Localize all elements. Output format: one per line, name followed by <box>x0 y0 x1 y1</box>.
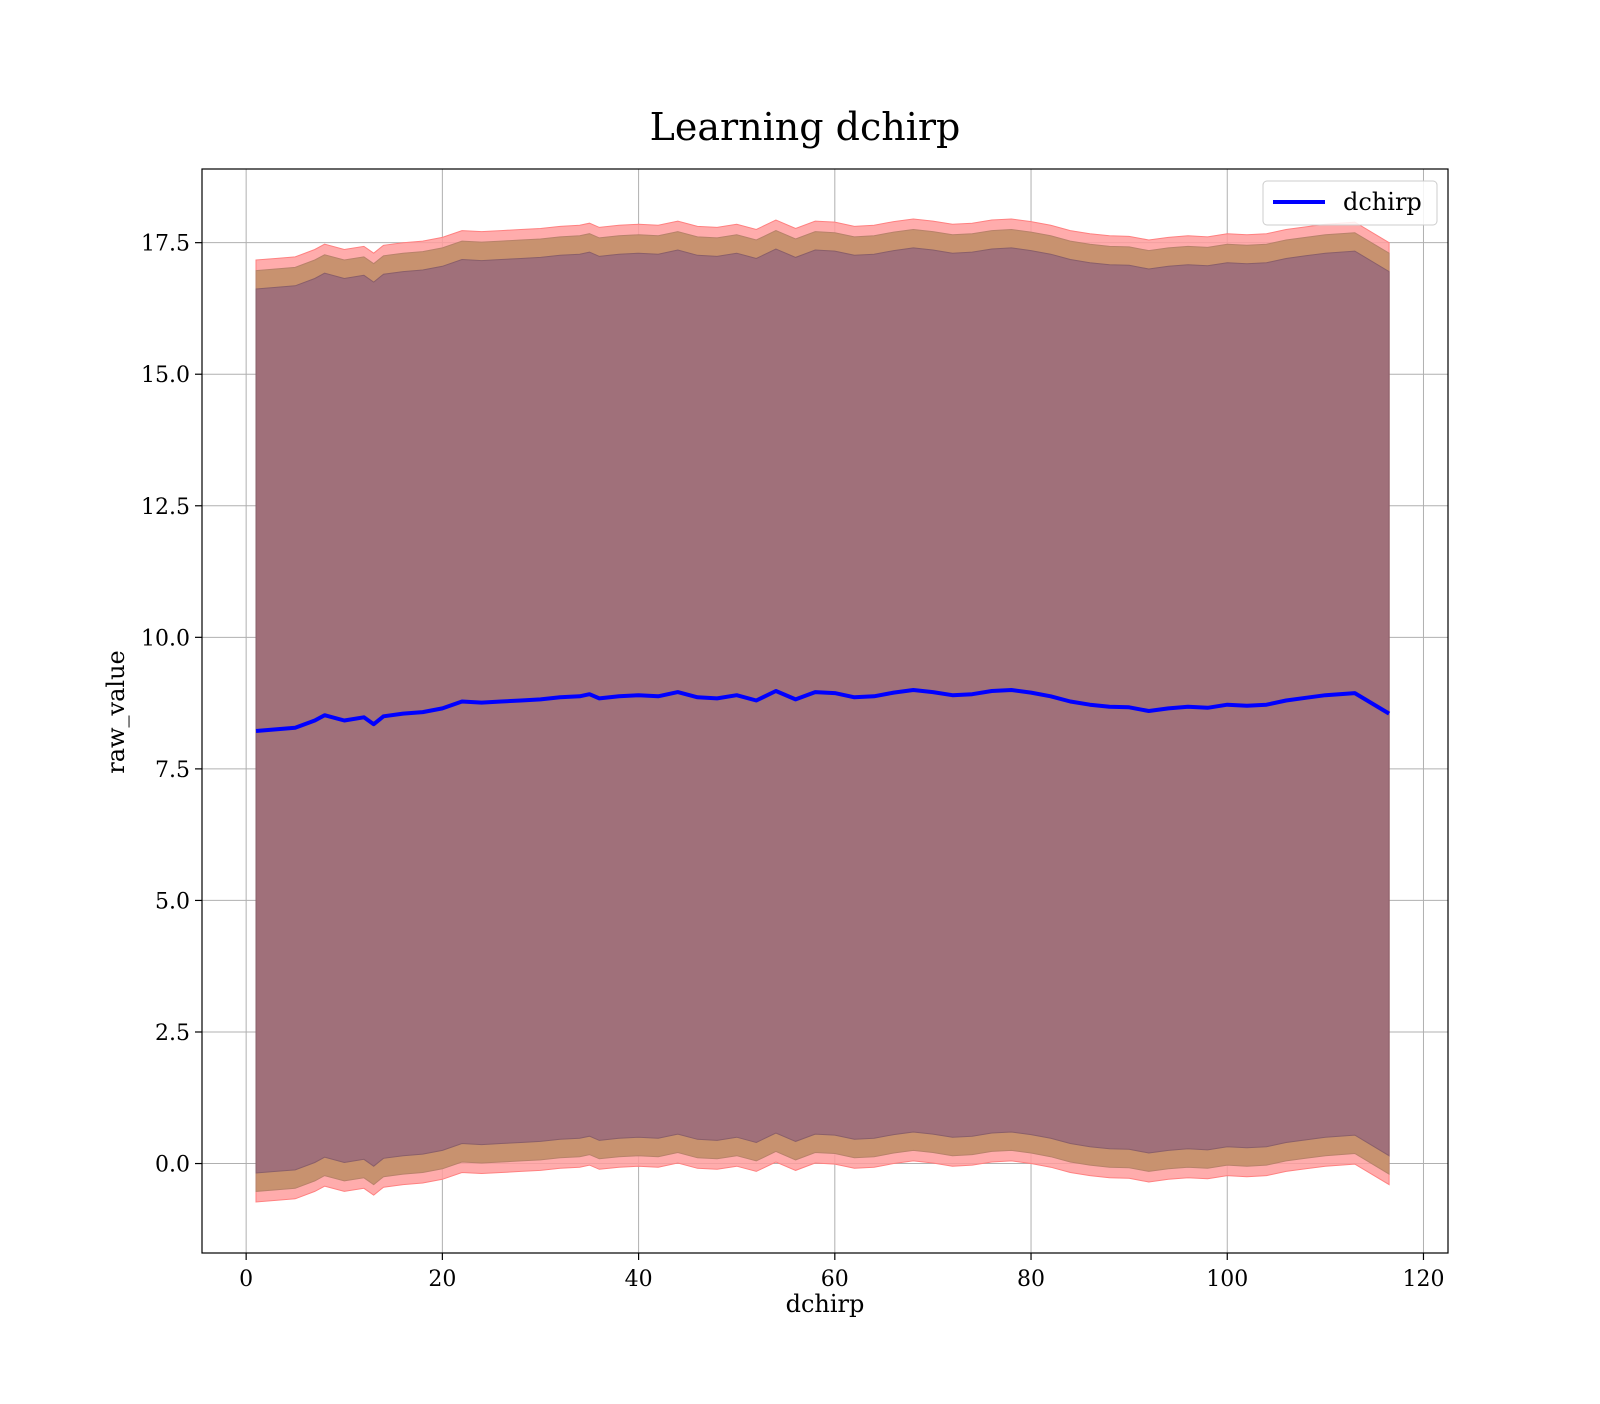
confidence-bands <box>255 218 1390 1203</box>
x-tick-label: 100 <box>1206 1267 1248 1292</box>
y-tick-label: 2.5 <box>155 1021 190 1046</box>
y-tick-label: 17.5 <box>141 232 190 257</box>
x-axis-ticks: 0 20 40 60 80 100 120 <box>239 1253 1444 1292</box>
y-tick-label: 15.0 <box>141 363 190 388</box>
legend-box <box>1262 180 1438 226</box>
legend: dchirp <box>1262 180 1438 226</box>
legend-label: dchirp <box>1343 188 1422 216</box>
x-axis-label: dchirp <box>786 1290 865 1318</box>
y-tick-label: 10.0 <box>141 626 190 651</box>
series-lines <box>255 688 1391 733</box>
plot-frame <box>201 168 1449 1254</box>
y-tick-label: 0.0 <box>155 1153 190 1178</box>
x-tick-label: 120 <box>1402 1267 1444 1292</box>
x-tick-label: 0 <box>239 1267 253 1292</box>
series-line-dchirp <box>255 688 1391 733</box>
y-axis-label: raw_value <box>102 650 130 774</box>
y-axis-ticks: 0.0 2.5 5.0 7.5 10.0 12.5 15.0 17.5 <box>141 232 202 1178</box>
x-tick-label: 20 <box>428 1267 456 1292</box>
y-tick-label: 12.5 <box>141 495 190 520</box>
x-tick-label: 40 <box>625 1267 653 1292</box>
x-tick-label: 60 <box>821 1267 849 1292</box>
x-tick-label: 80 <box>1017 1267 1045 1292</box>
chart-title: Learning dchirp <box>650 105 961 149</box>
y-tick-label: 7.5 <box>155 758 190 783</box>
band-inner <box>255 247 1390 1174</box>
y-tick-label: 5.0 <box>155 889 190 914</box>
